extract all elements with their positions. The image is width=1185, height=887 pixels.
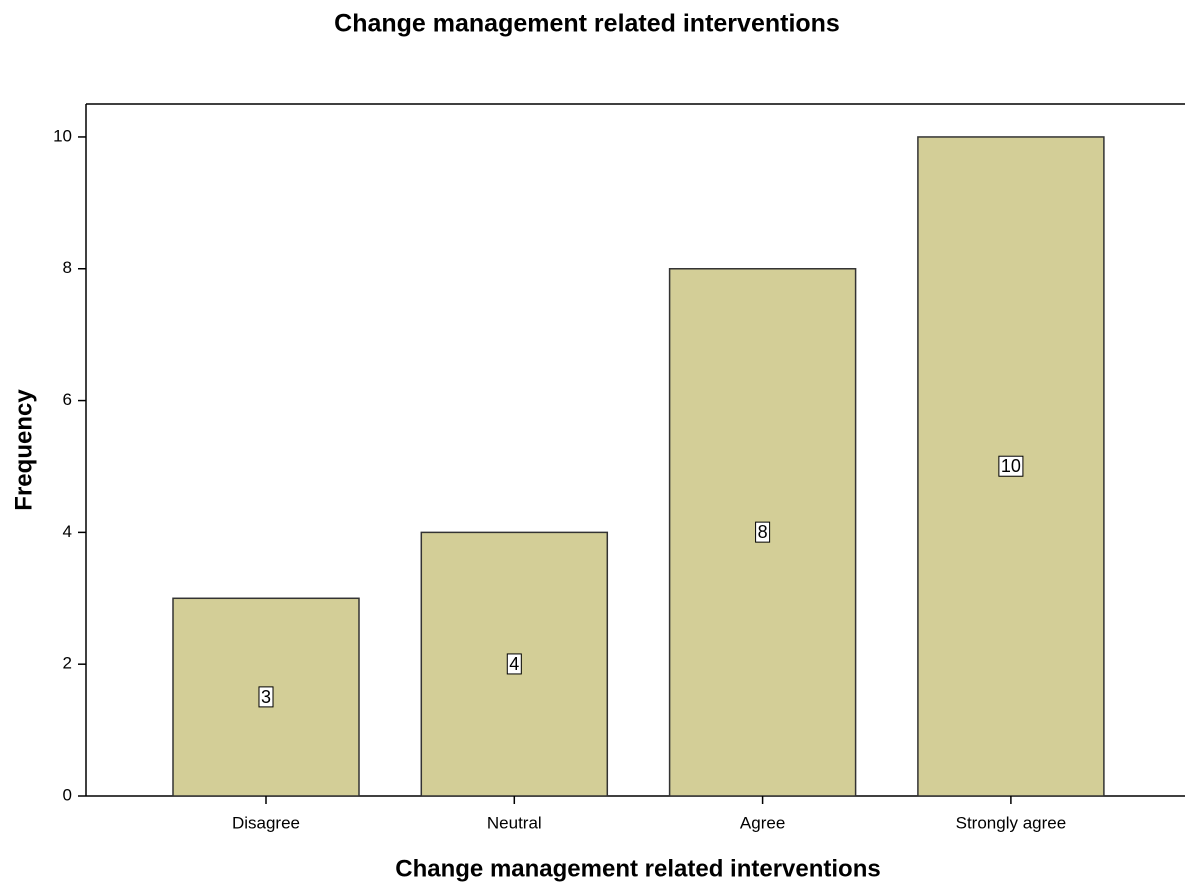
y-tick-label: 10 [53,126,72,145]
value-label-box [998,455,1024,477]
x-tick-label: Neutral [487,813,542,832]
value-label: 10 [1001,456,1021,476]
value-label-box [755,521,771,543]
y-tick-label: 8 [63,258,72,277]
value-label: 3 [261,687,271,707]
y-tick-label: 0 [63,785,72,804]
chart-title: Change management related interventions [334,10,840,38]
value-label: 4 [509,654,519,674]
y-tick-label: 6 [63,390,72,409]
value-label-box [258,686,274,708]
x-tick-label: Strongly agree [956,813,1067,832]
y-tick-label: 2 [63,654,72,673]
x-tick-label: Disagree [232,813,300,832]
bar [172,597,360,797]
x-tick-label: Agree [740,813,785,832]
y-axis-label: Frequency [10,389,37,511]
value-label-box [506,653,522,675]
x-axis-label: Change management related interventions [395,855,880,882]
value-label: 8 [758,522,768,542]
y-tick-label: 4 [63,522,72,541]
